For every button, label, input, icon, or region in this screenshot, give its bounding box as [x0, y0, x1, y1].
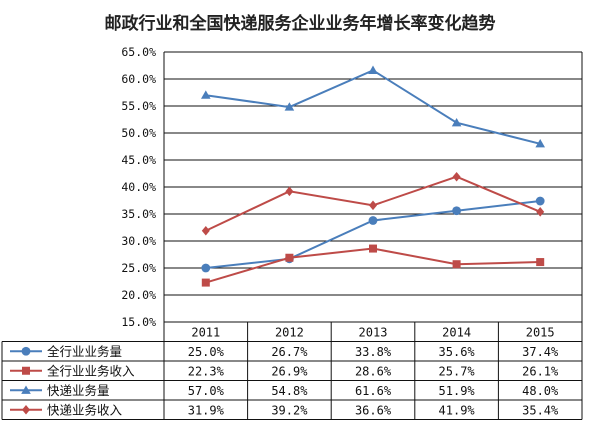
y-tick-label: 25.0%	[121, 261, 156, 275]
data-point-marker	[451, 117, 462, 127]
legend-label: 全行业业务收入	[47, 363, 135, 378]
series-2	[201, 244, 545, 287]
data-point-marker	[285, 253, 294, 262]
legend-label: 快递业务量	[47, 383, 110, 398]
legend-label: 快递业务收入	[47, 402, 123, 417]
data-value-label: 28.6%	[355, 364, 392, 378]
data-value-label: 26.7%	[271, 345, 308, 359]
data-value-label: 57.0%	[188, 384, 225, 398]
data-point-marker	[201, 90, 211, 99]
legend-key	[10, 366, 42, 375]
x-category-label: 2013	[359, 325, 388, 339]
data-value-label: 26.9%	[271, 364, 308, 378]
data-value-label: 51.9%	[439, 384, 476, 398]
legend-key-marker	[21, 346, 31, 356]
legend-key	[10, 385, 42, 394]
data-point-marker	[369, 244, 377, 253]
legend-key	[10, 346, 42, 356]
data-point-marker	[536, 207, 545, 217]
data-value-label: 61.6%	[355, 384, 392, 398]
data-value-label: 22.3%	[188, 364, 225, 378]
table-row: 快递业务收入 31.9% 39.2% 36.6% 41.9% 35.4%	[10, 402, 559, 417]
data-table: 2011 2012 2013 2014 2015 全行业业务量 25.0% 26.7% 33.8…	[1, 321, 583, 420]
data-value-label: 54.8%	[271, 384, 308, 398]
data-point-marker	[535, 139, 545, 148]
data-value-label: 31.9%	[188, 403, 225, 417]
data-value-label: 25.7%	[439, 364, 476, 378]
legend-label: 全行业业务量	[47, 344, 122, 359]
data-point-marker	[201, 278, 210, 287]
y-tick-label: 60.0%	[121, 72, 156, 86]
data-point-marker	[368, 216, 378, 225]
x-category-label: 2015	[526, 325, 555, 339]
series-line	[205, 247, 541, 284]
data-value-label: 25.0%	[188, 345, 225, 359]
data-value-label: 36.6%	[355, 403, 392, 417]
y-axis: 15.0% 20.0% 25.0% 30.0% 35.0% 40.0% 45.0% 50.0%…	[121, 45, 583, 420]
data-value-label: 48.0%	[522, 384, 559, 398]
x-category-label: 2014	[442, 325, 471, 339]
y-tick-label: 45.0%	[121, 153, 156, 167]
gridlines	[164, 51, 582, 323]
data-value-label: 35.4%	[522, 403, 559, 417]
table-row: 全行业业务量 25.0% 26.7% 33.8% 35.6% 37.4%	[10, 344, 559, 359]
data-point-marker	[201, 263, 211, 273]
series-4	[201, 171, 545, 236]
data-point-marker	[452, 171, 461, 182]
y-tick-label: 15.0%	[121, 315, 156, 329]
data-point-marker	[536, 258, 545, 267]
data-point-marker	[284, 102, 295, 111]
data-value-label: 26.1%	[522, 364, 559, 378]
series-1	[201, 196, 545, 273]
series-3	[201, 65, 545, 148]
data-point-marker	[535, 196, 545, 206]
table-row: 全行业业务收入 22.3% 26.9% 28.6% 25.7% 26.1%	[10, 363, 559, 378]
x-category-label: 2012	[275, 325, 304, 339]
table-row: 快递业务量 57.0% 54.8% 61.6% 51.9% 48.0%	[10, 383, 559, 398]
y-tick-label: 55.0%	[121, 99, 156, 113]
y-tick-label: 40.0%	[121, 180, 156, 194]
data-point-marker	[452, 206, 461, 216]
data-value-label: 41.9%	[439, 403, 476, 417]
legend-key	[10, 404, 42, 415]
data-point-marker	[369, 200, 377, 211]
series-line	[205, 200, 541, 269]
legend-key-marker	[22, 404, 30, 415]
y-tick-label: 20.0%	[121, 288, 156, 302]
data-point-marker	[201, 225, 210, 236]
legend-key-marker	[22, 366, 30, 375]
y-tick-label: 50.0%	[121, 126, 156, 140]
y-tick-label: 30.0%	[121, 234, 156, 248]
chart-title: 邮政行业和全国快递服务企业业务年增长率变化趋势	[105, 13, 496, 34]
x-category-label: 2011	[191, 325, 220, 339]
y-tick-label: 35.0%	[121, 207, 156, 221]
legend-key-marker	[21, 385, 31, 394]
data-value-label: 35.6%	[439, 345, 476, 359]
data-point-marker	[368, 65, 378, 74]
data-point-marker	[452, 260, 461, 269]
data-value-label: 37.4%	[522, 345, 559, 359]
data-value-label: 33.8%	[355, 345, 392, 359]
series-lines	[201, 65, 545, 287]
data-value-label: 39.2%	[271, 403, 308, 417]
y-tick-label: 65.0%	[121, 45, 156, 59]
data-point-marker	[285, 186, 294, 197]
